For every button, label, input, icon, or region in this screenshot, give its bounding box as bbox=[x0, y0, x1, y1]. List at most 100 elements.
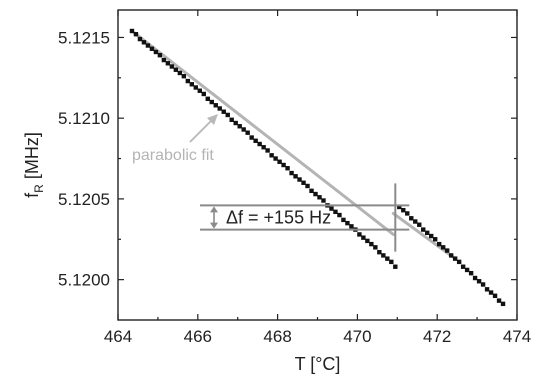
delta-f-label: Δf = +155 Hz bbox=[226, 207, 331, 227]
data-point bbox=[193, 85, 199, 90]
plot-frame bbox=[117, 9, 518, 321]
data-point bbox=[321, 198, 326, 203]
data-point bbox=[297, 177, 302, 182]
data-point bbox=[476, 279, 482, 284]
delta-arrow-up-head bbox=[210, 206, 218, 213]
fit-arrow-shaft bbox=[189, 117, 215, 143]
data-point bbox=[357, 232, 362, 237]
y-axis-title: fR [MHz] bbox=[22, 132, 46, 198]
data-point bbox=[421, 227, 426, 232]
data-point bbox=[201, 91, 206, 97]
data-point bbox=[217, 106, 222, 111]
data-point bbox=[373, 245, 378, 250]
data-point bbox=[205, 96, 210, 102]
x-tick-label: 464 bbox=[104, 327, 132, 346]
data-point bbox=[285, 166, 290, 171]
y-tick-label: 5.1215 bbox=[58, 28, 110, 47]
data-point bbox=[341, 217, 346, 223]
data-point bbox=[133, 32, 139, 37]
data-point bbox=[460, 264, 466, 269]
data-point bbox=[480, 282, 486, 287]
data-point bbox=[269, 153, 274, 158]
points-layer bbox=[129, 28, 506, 307]
ticks-layer: 464 466 468 470 472 474 5.1200 5.1205 5.1210 5.12… bbox=[58, 10, 531, 346]
data-point bbox=[365, 238, 370, 244]
data-point bbox=[409, 216, 414, 221]
data-point bbox=[317, 195, 322, 200]
data-point bbox=[129, 28, 135, 34]
data-point bbox=[241, 127, 246, 132]
data-point bbox=[249, 135, 254, 140]
data-point bbox=[261, 145, 266, 150]
data-point bbox=[444, 248, 450, 253]
fit-layer bbox=[132, 31, 457, 261]
fit-line-segment bbox=[132, 31, 395, 236]
data-point bbox=[369, 241, 374, 247]
data-point bbox=[177, 70, 183, 76]
data-point bbox=[257, 141, 262, 147]
x-tick-label: 468 bbox=[263, 327, 291, 346]
y-tick-label: 5.1210 bbox=[58, 109, 110, 128]
data-point bbox=[333, 209, 338, 215]
data-point bbox=[157, 53, 163, 58]
data-point bbox=[385, 256, 390, 261]
data-point bbox=[440, 245, 446, 250]
data-point bbox=[464, 267, 470, 273]
y-axis-title-main: f bbox=[22, 192, 42, 198]
data-point bbox=[488, 290, 494, 295]
y-axis-title-unit: [MHz] bbox=[22, 132, 42, 184]
data-point bbox=[265, 148, 270, 153]
data-point bbox=[301, 180, 306, 185]
data-point bbox=[289, 170, 294, 176]
data-point bbox=[169, 64, 175, 69]
data-point bbox=[253, 138, 258, 143]
data-point bbox=[413, 219, 418, 224]
data-point bbox=[436, 241, 442, 247]
data-point bbox=[197, 88, 202, 93]
data-point bbox=[281, 162, 286, 168]
data-point bbox=[405, 211, 410, 216]
data-point bbox=[472, 275, 478, 281]
data-point bbox=[213, 103, 218, 108]
data-point bbox=[237, 124, 242, 129]
data-point bbox=[149, 46, 155, 51]
annotation-layer: Δf = +155 Hz parabolic fit bbox=[132, 114, 410, 252]
data-point bbox=[484, 287, 490, 292]
x-tick-label: 466 bbox=[184, 327, 212, 346]
fit-label: parabolic fit bbox=[132, 147, 214, 164]
data-point bbox=[397, 204, 402, 210]
data-point bbox=[433, 237, 438, 242]
fit-line-segment bbox=[391, 211, 457, 261]
y-tick-label: 5.1200 bbox=[58, 271, 110, 290]
data-point bbox=[161, 57, 167, 63]
data-point bbox=[225, 112, 230, 118]
data-point bbox=[448, 253, 454, 258]
data-point bbox=[273, 156, 278, 161]
data-point bbox=[329, 206, 334, 211]
data-point bbox=[305, 183, 310, 189]
data-point bbox=[293, 174, 298, 179]
y-tick-label: 5.1205 bbox=[58, 190, 110, 209]
data-point bbox=[468, 270, 474, 276]
data-point bbox=[393, 264, 398, 269]
data-point bbox=[345, 220, 350, 226]
data-point bbox=[229, 117, 234, 122]
data-point bbox=[141, 40, 147, 45]
data-point bbox=[496, 298, 502, 303]
data-point bbox=[145, 43, 151, 48]
data-point bbox=[361, 235, 366, 240]
data-point bbox=[381, 253, 386, 258]
x-axis-title: T [°C] bbox=[295, 354, 341, 374]
data-point bbox=[377, 249, 382, 255]
data-point bbox=[185, 78, 191, 84]
data-point bbox=[337, 212, 342, 218]
data-point bbox=[233, 120, 238, 126]
data-point bbox=[165, 61, 171, 66]
data-point bbox=[417, 222, 422, 227]
data-point bbox=[173, 67, 179, 72]
data-point bbox=[389, 259, 394, 265]
x-tick-label: 472 bbox=[423, 327, 451, 346]
data-point bbox=[313, 191, 318, 197]
